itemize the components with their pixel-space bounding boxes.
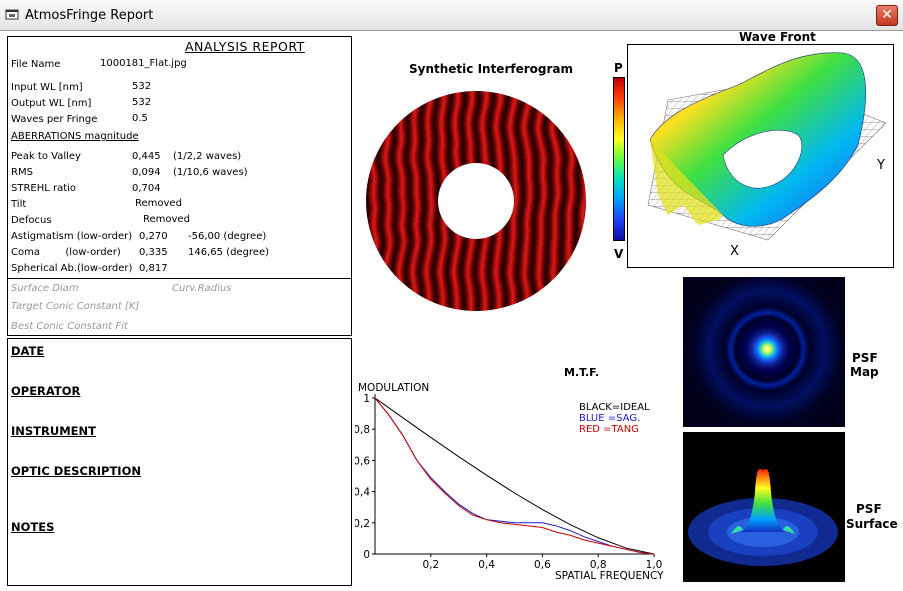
output-wl-label: Output WL [nm]: [11, 98, 92, 109]
file-name-value: 1000181_Flat.jpg: [100, 58, 187, 69]
psf-map-label-1: PSF: [852, 351, 878, 365]
aberration-value: 0,094: [132, 167, 161, 178]
aberration-value: 0,335: [139, 247, 168, 258]
mtf-x-tick-label: 0,6: [534, 559, 551, 571]
report-heading: ANALYSIS REPORT: [185, 39, 305, 54]
aberration-label: STREHL ratio: [11, 183, 77, 194]
mtf-x-tick-label: 1,0: [646, 559, 663, 571]
mtf-chart: MODULATION SPATIAL FREQUENCY 0 0,2 0,4 0,6 0…: [355, 382, 664, 582]
mtf-y-tick-label: 0,4: [355, 487, 370, 499]
mtf-y-tick-label: 0,8: [355, 424, 370, 436]
mtf-series-line: [374, 397, 655, 555]
wavefront-x-label: X: [730, 244, 739, 259]
interferogram-title: Synthetic Interferogram: [409, 62, 573, 76]
close-button[interactable]: ✕: [876, 5, 898, 26]
wavefront-plot: X Y: [627, 44, 894, 268]
window-title: AtmosFringe Report: [25, 8, 154, 23]
aberration-label: Peak to Valley: [11, 151, 81, 162]
aberration-label: Coma (low-order): [11, 247, 121, 258]
aberrations-heading: ABERRATIONS magnitude: [11, 131, 139, 142]
mtf-y-tick-label: 0: [363, 549, 370, 561]
mtf-x-tick-label: 0,4: [478, 559, 495, 571]
input-wl-value: 532: [132, 81, 152, 92]
mtf-legend-entry: RED =TANG: [579, 424, 639, 435]
operator-field[interactable]: OPERATOR: [11, 384, 81, 398]
mtf-xlabel: SPATIAL FREQUENCY: [555, 570, 664, 582]
waves-label: Waves per Fringe: [11, 114, 98, 125]
color-scale-bar: [613, 77, 625, 241]
aberration-note: Removed: [135, 198, 182, 209]
info-panel: DATE OPERATOR INSTRUMENT OPTIC DESCRIPTI…: [7, 338, 352, 586]
scale-bottom-label: V: [614, 247, 624, 261]
file-name-label: File Name: [11, 59, 61, 70]
scale-top-label: P: [614, 61, 623, 75]
mtf-y-tick-label: 0,6: [355, 455, 370, 467]
aberration-value: 0,270: [139, 231, 168, 242]
notes-field[interactable]: NOTES: [11, 520, 55, 534]
mtf-ylabel: MODULATION: [358, 382, 429, 394]
aberration-note: (1/10,6 waves): [173, 167, 248, 178]
mtf-legend-entry: BLACK=IDEAL: [579, 402, 650, 413]
waves-value: 0.5: [132, 113, 148, 124]
mtf-y-tick-label: 0,2: [355, 518, 370, 530]
wavefront-title: Wave Front: [739, 30, 816, 44]
psf-map-image: [683, 277, 845, 427]
aberration-value: 0,445: [132, 151, 161, 162]
target-conic-label: Target Conic Constant [K]: [11, 301, 140, 312]
aberration-value: 0,817: [139, 263, 168, 274]
aberration-note: (1/2,2 waves): [173, 151, 242, 162]
title-bar: AtmosFringe Report ✕: [0, 0, 903, 31]
aberration-label: Tilt: [11, 199, 27, 210]
wavefront-y-label: Y: [877, 158, 885, 173]
best-conic-label: Best Conic Constant Fit: [11, 321, 128, 332]
mtf-legend-entry: BLUE =SAG.: [579, 413, 640, 424]
aberration-note: 146,65 (degree): [188, 247, 270, 258]
aberration-label: RMS: [11, 167, 33, 178]
aberration-label: Spherical Ab.(low-order): [11, 263, 133, 274]
output-wl-value: 532: [132, 97, 152, 108]
aberration-note: -56,00 (degree): [188, 231, 267, 242]
psf-surface-label-2: Surface: [846, 517, 898, 531]
input-wl-label: Input WL [nm]: [11, 82, 83, 93]
aberration-label: Astigmatism (low-order): [11, 231, 133, 242]
mtf-x-tick-label: 0,8: [590, 559, 607, 571]
wavefront-surface: [647, 52, 887, 241]
optic-description-field[interactable]: OPTIC DESCRIPTION: [11, 464, 141, 478]
aberration-label: Defocus: [11, 215, 52, 226]
mtf-title: M.T.F.: [564, 366, 600, 379]
aberration-value: 0,704: [132, 183, 161, 194]
psf-surface-label-1: PSF: [856, 502, 882, 516]
instrument-field[interactable]: INSTRUMENT: [11, 424, 96, 438]
curv-radius-label: Curv.Radius: [172, 283, 232, 294]
divider: [8, 278, 351, 279]
psf-surface-image: [683, 432, 845, 582]
report-window: ANALYSIS REPORT File Name 1000181_Flat.j…: [0, 30, 903, 591]
interferogram-image: [364, 87, 588, 315]
date-field[interactable]: DATE: [11, 344, 45, 358]
aberration-note: Removed: [143, 214, 190, 225]
mtf-y-tick-label: 1: [363, 393, 370, 405]
mtf-series-line: [374, 397, 655, 555]
analysis-report-panel: ANALYSIS REPORT File Name 1000181_Flat.j…: [7, 36, 352, 336]
mtf-x-tick-label: 0,2: [422, 559, 439, 571]
psf-surface-plot: [688, 469, 838, 566]
psf-map-label-2: Map: [850, 365, 879, 379]
app-icon: [5, 9, 19, 20]
surface-diam-label: Surface Diam: [11, 283, 79, 294]
